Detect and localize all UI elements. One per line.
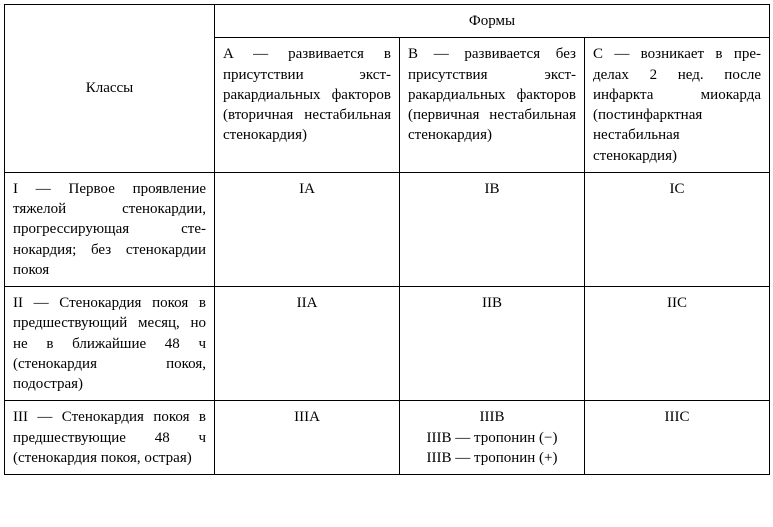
cell-ib: IB xyxy=(400,172,585,286)
cell-ia: IA xyxy=(215,172,400,286)
header-row-1: Классы Формы xyxy=(5,5,770,38)
cell-iiia: IIIA xyxy=(215,401,400,475)
cell-iia: IIA xyxy=(215,287,400,401)
class-iii-label: III — Стенокардия покоя в предшествующие… xyxy=(5,401,215,475)
classification-table: Классы Формы A — развивается в присутств… xyxy=(4,4,770,475)
cell-iiic: IIIC xyxy=(585,401,770,475)
table-row: II — Стенокардия покоя в предшествующий … xyxy=(5,287,770,401)
header-classes: Классы xyxy=(5,5,215,173)
cell-iic: IIC xyxy=(585,287,770,401)
form-c-header: C — возникает в пре­делах 2 нед. после и… xyxy=(585,38,770,173)
class-i-label: I — Первое проявление тяжелой стенокарди… xyxy=(5,172,215,286)
cell-iiib: IIIB IIIB — тропонин (−) IIIB — тропонин… xyxy=(400,401,585,475)
table-row: III — Стенокардия покоя в предшествующие… xyxy=(5,401,770,475)
cell-iib: IIB xyxy=(400,287,585,401)
form-b-header: B — развивается без присутствия экст­рак… xyxy=(400,38,585,173)
class-ii-label: II — Стенокардия покоя в предшествующий … xyxy=(5,287,215,401)
table-row: I — Первое проявление тяжелой стенокарди… xyxy=(5,172,770,286)
form-a-header: A — развивается в присутствии экст­ракар… xyxy=(215,38,400,173)
header-forms: Формы xyxy=(215,5,770,38)
cell-ic: IC xyxy=(585,172,770,286)
